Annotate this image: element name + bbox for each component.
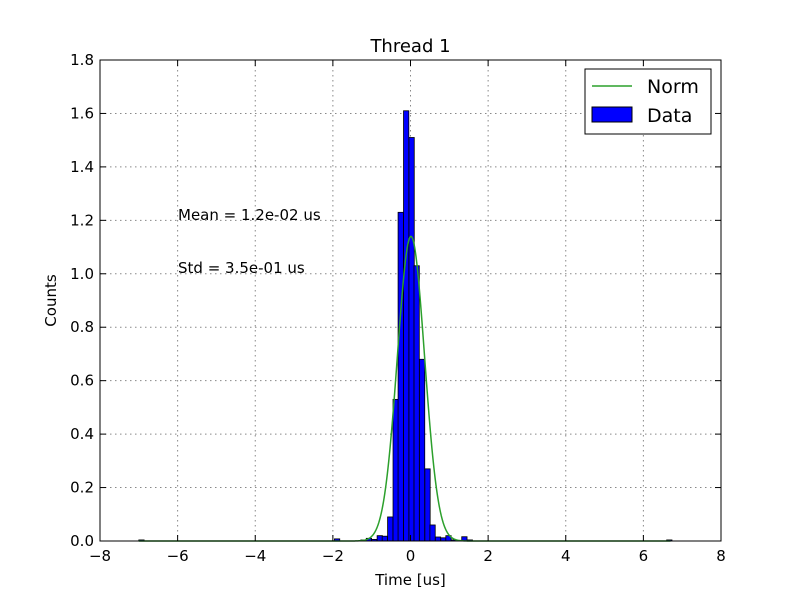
y-tick-label: 0.6 xyxy=(70,372,94,390)
histogram-bar xyxy=(413,265,420,542)
legend-norm-label: Norm xyxy=(647,76,699,98)
histogram-bar xyxy=(434,536,442,542)
x-tick-label: −2 xyxy=(322,547,344,565)
x-tick-label: −4 xyxy=(244,547,266,565)
y-tick-label: 1.2 xyxy=(70,211,94,229)
x-tick-label: 8 xyxy=(716,547,726,565)
chart-title: Thread 1 xyxy=(369,36,450,57)
histogram-bar xyxy=(403,110,410,542)
x-tick-label: −6 xyxy=(167,547,189,565)
histogram-bar xyxy=(408,137,415,542)
legend-data-swatch xyxy=(591,106,633,123)
y-tick-label: 0.8 xyxy=(70,318,94,336)
x-tick-label: 4 xyxy=(561,547,571,565)
x-tick-label: 6 xyxy=(639,547,649,565)
legend: Norm Data xyxy=(584,68,712,135)
axis-ticks: −8 −6 −4 −2 0 2 4 6 8 0.0 0.2 0.4 0.6 0.8 1.0 1.2 1.4 1.6… xyxy=(70,51,726,565)
legend-data-label: Data xyxy=(647,105,692,127)
histogram-bar xyxy=(392,398,399,542)
x-tick-label: 0 xyxy=(406,547,416,565)
y-tick-label: 0.2 xyxy=(70,479,94,497)
std-annotation: Std = 3.5e-01 us xyxy=(178,259,305,277)
y-tick-label: 0.0 xyxy=(70,532,94,550)
mean-annotation: Mean = 1.2e-02 us xyxy=(178,206,321,224)
histogram-bar xyxy=(376,535,383,542)
histogram-bar xyxy=(424,468,431,542)
histogram-bar xyxy=(381,535,388,542)
histogram-bar xyxy=(419,358,426,542)
histogram-bar xyxy=(429,524,436,542)
y-tick-label: 1.0 xyxy=(70,265,94,283)
y-tick-label: 1.6 xyxy=(70,104,94,122)
y-tick-label: 1.8 xyxy=(70,51,94,69)
histogram-bar xyxy=(397,211,404,542)
y-tick-label: 0.4 xyxy=(70,425,94,443)
y-axis-label: Counts xyxy=(42,274,60,327)
x-tick-label: −8 xyxy=(89,547,111,565)
x-tick-label: 2 xyxy=(483,547,493,565)
x-axis-label: Time [us] xyxy=(374,571,446,589)
y-tick-label: 1.4 xyxy=(70,158,94,176)
legend-box xyxy=(584,68,712,135)
histogram-bar xyxy=(387,516,394,542)
histogram-bars xyxy=(138,110,673,542)
